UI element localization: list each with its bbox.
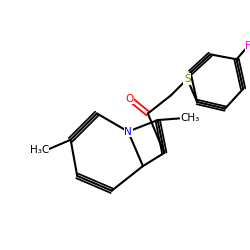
Text: F: F	[245, 41, 250, 51]
Text: S: S	[184, 74, 190, 84]
Text: CH₃: CH₃	[180, 114, 200, 124]
Text: O: O	[126, 94, 134, 104]
Text: N: N	[124, 126, 132, 136]
Text: H₃C: H₃C	[30, 145, 49, 155]
